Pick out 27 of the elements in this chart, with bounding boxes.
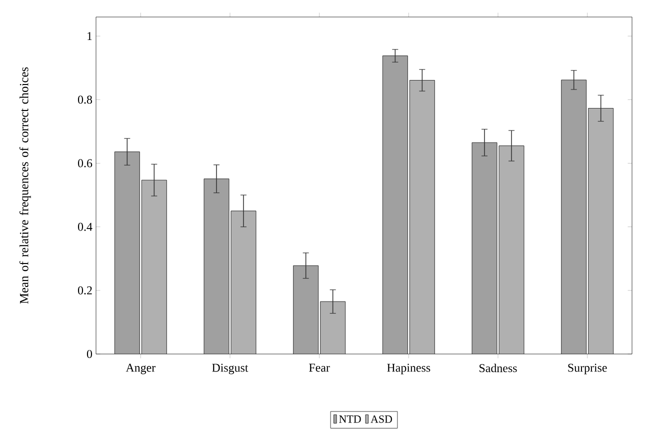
x-tick-label: Sadness xyxy=(480,364,517,372)
bar xyxy=(561,80,587,354)
y-tick-label: 0.8 xyxy=(78,96,92,104)
bar xyxy=(320,301,346,354)
x-tick-label: Fear xyxy=(309,364,330,372)
x-tick-label: Hapiness xyxy=(387,364,430,374)
y-tick-label: 0.4 xyxy=(78,222,92,231)
y-axis-title: Mean of relative frequences of correct choices xyxy=(19,67,31,304)
y-tick-label: 0.6 xyxy=(78,159,92,168)
y-tick-label: 0 xyxy=(86,350,92,358)
bar xyxy=(204,178,230,354)
bar xyxy=(588,108,614,354)
bar xyxy=(472,142,498,354)
bar xyxy=(230,210,256,354)
bar xyxy=(409,80,435,354)
bar xyxy=(498,146,524,354)
bar xyxy=(293,265,319,354)
x-tick-label: Disgust xyxy=(212,364,248,374)
y-tick-label: 0.2 xyxy=(78,286,92,294)
x-tick-label: Surprise xyxy=(568,364,607,374)
bar xyxy=(141,180,167,354)
x-tick-label: Anger xyxy=(126,364,156,374)
y-tick-label: 1 xyxy=(88,32,92,40)
bar xyxy=(114,152,140,354)
bar xyxy=(382,56,408,354)
legend-label: ASD xyxy=(370,415,392,423)
legend-label: NTD xyxy=(339,416,361,423)
